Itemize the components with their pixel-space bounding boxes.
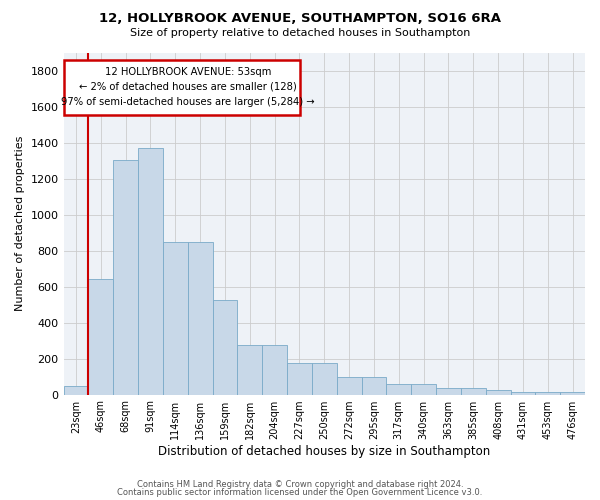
X-axis label: Distribution of detached houses by size in Southampton: Distribution of detached houses by size …: [158, 444, 490, 458]
Bar: [560, 392, 585, 394]
Bar: [461, 388, 485, 394]
Text: 12 HOLLYBROOK AVENUE: 53sqm
← 2% of detached houses are smaller (128)
97% of sem: 12 HOLLYBROOK AVENUE: 53sqm ← 2% of deta…: [61, 67, 314, 106]
Bar: [535, 392, 560, 394]
Bar: [362, 376, 386, 394]
Y-axis label: Number of detached properties: Number of detached properties: [15, 136, 25, 311]
Bar: [212, 300, 238, 394]
Text: Size of property relative to detached houses in Southampton: Size of property relative to detached ho…: [130, 28, 470, 38]
Bar: [511, 392, 535, 394]
Bar: [485, 390, 511, 394]
Bar: [113, 160, 138, 394]
Bar: [337, 376, 362, 394]
Bar: [287, 363, 312, 394]
Bar: [262, 345, 287, 395]
Text: 12, HOLLYBROOK AVENUE, SOUTHAMPTON, SO16 6RA: 12, HOLLYBROOK AVENUE, SOUTHAMPTON, SO16…: [99, 12, 501, 26]
Bar: [436, 388, 461, 394]
Bar: [88, 280, 113, 394]
Bar: [138, 148, 163, 394]
Bar: [238, 345, 262, 395]
Bar: [411, 384, 436, 394]
Text: Contains public sector information licensed under the Open Government Licence v3: Contains public sector information licen…: [118, 488, 482, 497]
FancyBboxPatch shape: [64, 60, 300, 114]
Bar: [386, 384, 411, 394]
Text: Contains HM Land Registry data © Crown copyright and database right 2024.: Contains HM Land Registry data © Crown c…: [137, 480, 463, 489]
Bar: [312, 363, 337, 394]
Bar: [64, 386, 88, 394]
Bar: [188, 242, 212, 394]
Bar: [163, 242, 188, 394]
